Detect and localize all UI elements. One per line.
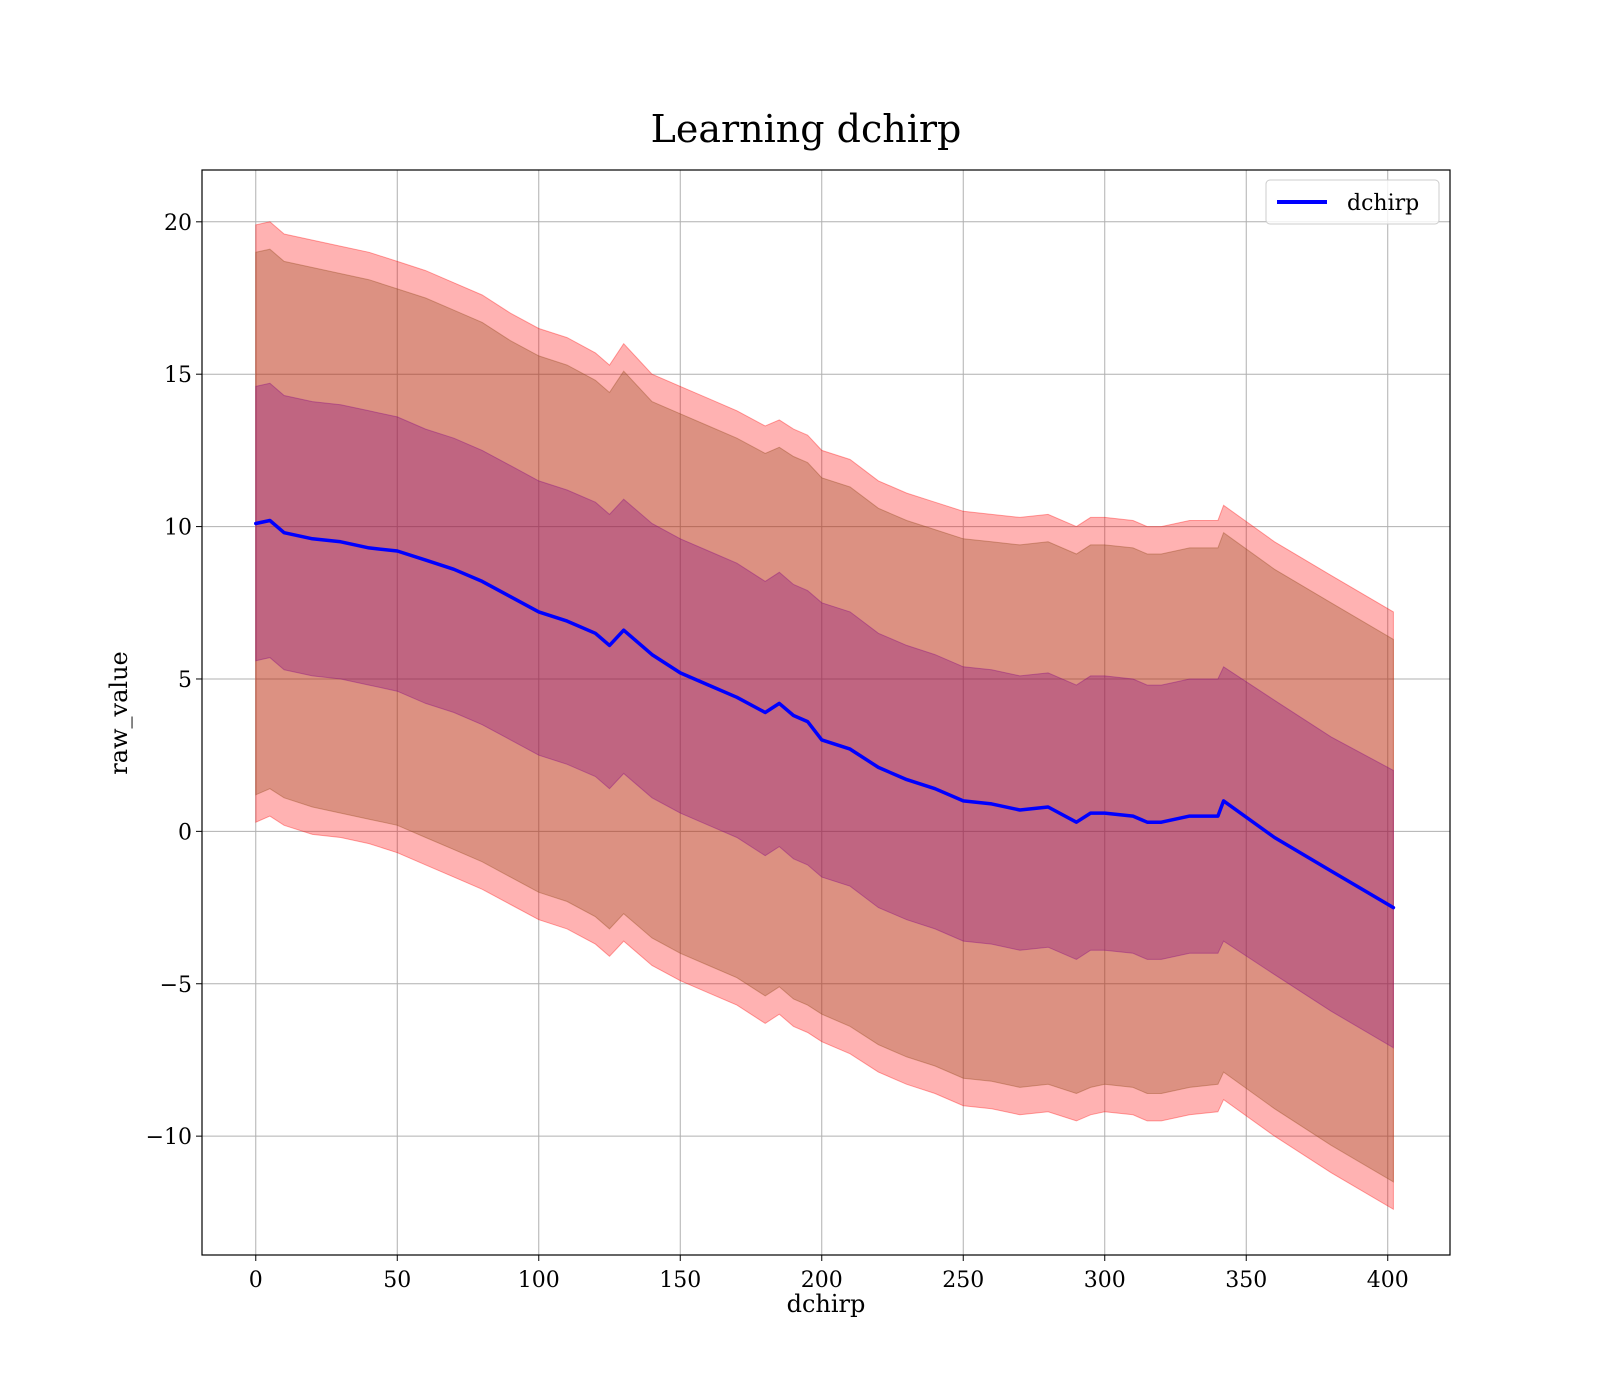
legend: dchirp [1265, 179, 1440, 225]
confidence-band-1 [255, 221, 1394, 1211]
y-tick-label: 20 [164, 211, 192, 236]
x-tick-label: 0 [249, 1268, 263, 1293]
legend-box [1265, 179, 1440, 225]
confidence-band-3 [255, 382, 1394, 1049]
y-axis-ticks: −10 −5 0 5 10 15 20 [146, 211, 202, 1150]
y-tick-label: −10 [146, 1125, 192, 1150]
x-axis-ticks: 0 50 100 150 200 250 300 350 400 [249, 1255, 1409, 1293]
series-line-dchirp [254, 518, 1396, 910]
y-tick-label: 15 [164, 363, 192, 388]
y-tick-label: 10 [164, 516, 192, 541]
x-tick-label: 400 [1367, 1268, 1409, 1293]
y-tick-label: −5 [160, 973, 192, 998]
y-axis-label: raw_value [105, 651, 133, 775]
x-tick-label: 100 [518, 1268, 560, 1293]
x-tick-label: 300 [1084, 1268, 1126, 1293]
x-tick-label: 350 [1225, 1268, 1267, 1293]
plot-frame [201, 169, 1451, 1256]
x-axis-label: dchirp [787, 1290, 866, 1318]
series-lines [254, 518, 1396, 910]
chart-title: Learning dchirp [651, 107, 962, 151]
confidence-bands [255, 221, 1394, 1211]
x-tick-label: 250 [942, 1268, 984, 1293]
x-tick-label: 200 [801, 1268, 843, 1293]
y-tick-label: 5 [178, 668, 192, 693]
legend-label-dchirp: dchirp [1347, 191, 1419, 216]
confidence-band-2 [255, 248, 1394, 1183]
x-tick-label: 50 [383, 1268, 411, 1293]
grid [202, 170, 1450, 1255]
y-tick-label: 0 [178, 820, 192, 845]
x-tick-label: 150 [659, 1268, 701, 1293]
